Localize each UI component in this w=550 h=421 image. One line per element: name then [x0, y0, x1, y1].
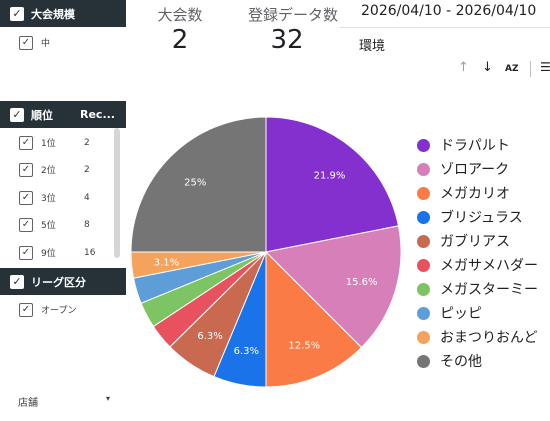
- option-count: 2: [84, 164, 90, 175]
- select-all-checkbox[interactable]: ✓: [10, 6, 24, 21]
- legend-label: その他: [440, 354, 482, 370]
- legend-label: メガサメハダー: [440, 258, 538, 274]
- filter-header-league[interactable]: ✓ リーグ区分: [0, 268, 126, 295]
- legend-label: ゾロアーク: [440, 162, 510, 178]
- checkbox[interactable]: ✓: [19, 217, 33, 232]
- pie-slice[interactable]: [131, 117, 267, 253]
- filter-scrollbar[interactable]: [114, 128, 120, 258]
- store-dropdown[interactable]: 店舗 ▾: [18, 394, 110, 409]
- select-all-checkbox[interactable]: ✓: [10, 274, 24, 289]
- pie-slice[interactable]: [265, 117, 400, 253]
- legend-label: ブリジュラス: [440, 210, 523, 226]
- filter-option-size[interactable]: ✓ 中: [0, 29, 112, 56]
- filter-header-label: 順位: [31, 108, 53, 122]
- legend-swatch: [417, 234, 430, 248]
- checkbox[interactable]: ✓: [19, 162, 33, 177]
- legend-swatch: [417, 186, 430, 200]
- slice-data-label: 3.1%: [154, 258, 179, 269]
- filter-header-label: リーグ区分: [31, 275, 86, 289]
- legend-item[interactable]: ドラパルト: [417, 135, 510, 155]
- slice-data-label: 15.6%: [346, 277, 378, 288]
- legend-item[interactable]: おまつりおんど: [417, 327, 538, 347]
- option-count: 4: [84, 192, 90, 203]
- filter-option-league[interactable]: ✓ オープン: [0, 296, 112, 323]
- sort-az-icon[interactable]: AZ: [505, 64, 519, 74]
- sort-ascending-icon[interactable]: ↑: [458, 60, 469, 75]
- option-label: 2位: [41, 166, 56, 176]
- legend-item[interactable]: ガブリアス: [417, 231, 510, 251]
- scorecard-value: 32: [270, 25, 304, 55]
- scorecard-label: 大会数: [157, 6, 203, 24]
- legend-item[interactable]: その他: [417, 351, 482, 371]
- select-all-checkbox[interactable]: ✓: [10, 107, 24, 122]
- option-count: 16: [84, 247, 96, 258]
- checkbox[interactable]: ✓: [19, 35, 33, 50]
- legend-label: ガブリアス: [440, 234, 510, 250]
- legend-item[interactable]: ゾロアーク: [417, 159, 509, 179]
- legend-label: メガスターミー: [440, 282, 538, 298]
- legend-swatch: [417, 282, 430, 296]
- filter-header-rank[interactable]: ✓ 順位 Rec...: [0, 101, 126, 128]
- legend-swatch: [417, 138, 430, 152]
- scorecard-label: 登録データ数: [247, 6, 338, 24]
- legend-item[interactable]: メガカリオ: [417, 183, 510, 203]
- dimension-label: 環境: [359, 39, 386, 54]
- option-label: オープン: [41, 306, 77, 316]
- slice-data-label: 6.3%: [197, 331, 222, 342]
- option-label: 中: [41, 39, 51, 49]
- pie-slice[interactable]: [265, 250, 363, 387]
- record-count-column-header[interactable]: Rec...: [80, 108, 115, 121]
- legend-swatch: [417, 306, 430, 320]
- slice-data-label: 12.5%: [288, 340, 320, 351]
- filter-option-rank[interactable]: ✓ 1位 2: [0, 129, 112, 156]
- filter-option-rank[interactable]: ✓ 2位 2: [0, 156, 112, 183]
- sort-descending-icon[interactable]: ↓: [482, 60, 493, 75]
- legend-label: おまつりおんど: [440, 330, 538, 346]
- filter-header-size[interactable]: ✓ 大会規模: [0, 0, 126, 27]
- date-range-control[interactable]: 2026/04/10 - 2026/04/10: [340, 0, 550, 28]
- scorecard-value: 2: [171, 25, 189, 55]
- dropdown-arrow-icon: ▾: [105, 394, 110, 403]
- legend-swatch: [417, 162, 430, 176]
- option-label: 5位: [41, 221, 56, 231]
- toolbar-divider: [530, 61, 531, 77]
- legend-label: メガカリオ: [440, 186, 510, 202]
- filter-option-rank[interactable]: ✓ 5位 8: [0, 211, 112, 238]
- store-dropdown-label: 店舗: [18, 398, 38, 409]
- checkbox[interactable]: ✓: [19, 135, 33, 150]
- legend-swatch: [417, 258, 430, 272]
- legend-label: ドラパルト: [440, 138, 510, 154]
- legend-item[interactable]: ピッピ: [417, 303, 482, 323]
- checkbox[interactable]: ✓: [19, 302, 33, 317]
- checkbox[interactable]: ✓: [19, 190, 33, 205]
- option-label: 9位: [41, 249, 56, 259]
- pie-chart: 21.9% 15.6% 12.5% 6.3% 6.3% 3.1% 25%: [131, 117, 401, 387]
- slice-data-label: 21.9%: [314, 171, 346, 182]
- filter-icon[interactable]: ☰: [540, 60, 550, 74]
- legend-item[interactable]: メガスターミー: [417, 279, 538, 299]
- legend-swatch: [417, 354, 430, 368]
- checkbox[interactable]: ✓: [19, 245, 33, 260]
- legend-swatch: [417, 210, 430, 224]
- slice-data-label: 6.3%: [234, 346, 259, 357]
- legend-item[interactable]: ブリジュラス: [417, 207, 523, 227]
- option-count: 2: [84, 137, 90, 148]
- option-label: 3位: [41, 194, 56, 204]
- legend-swatch: [417, 330, 430, 344]
- slice-data-label: 25%: [184, 177, 206, 188]
- filter-option-rank[interactable]: ✓ 9位 16: [0, 239, 112, 266]
- option-count: 8: [84, 219, 90, 230]
- legend-item[interactable]: メガサメハダー: [417, 255, 538, 275]
- legend-label: ピッピ: [440, 306, 482, 322]
- option-label: 1位: [41, 139, 56, 149]
- filter-option-rank[interactable]: ✓ 3位 4: [0, 184, 112, 211]
- filter-header-label: 大会規模: [31, 7, 75, 21]
- pie-slice[interactable]: [264, 225, 401, 349]
